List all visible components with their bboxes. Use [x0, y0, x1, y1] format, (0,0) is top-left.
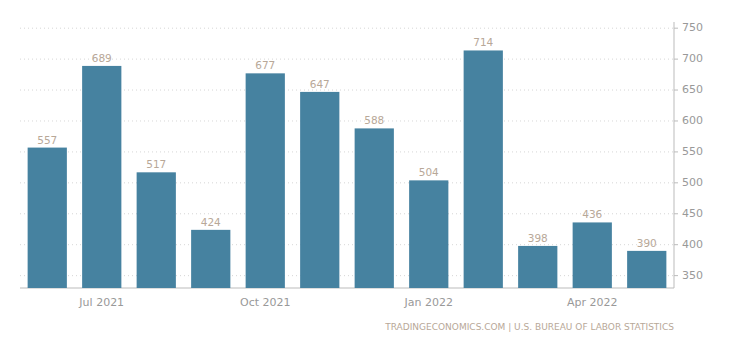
bars [28, 50, 667, 288]
y-tick-label: 450 [682, 207, 703, 220]
data-label: 398 [528, 232, 548, 244]
y-tick [674, 120, 678, 121]
x-tick-label: Jul 2021 [78, 296, 124, 309]
y-tick-label: 550 [682, 145, 703, 158]
y-tick [674, 28, 678, 29]
bar [518, 246, 557, 288]
bar [82, 66, 121, 288]
x-tick-label: Jan 2022 [404, 296, 453, 309]
watermark: TRADINGECONOMICS.COM | U.S. BUREAU OF LA… [384, 322, 674, 332]
bar [28, 148, 67, 288]
bar [246, 73, 285, 288]
data-label: 588 [364, 114, 384, 126]
y-tick-label: 750 [682, 21, 703, 34]
data-label: 504 [419, 166, 439, 178]
y-tick-label: 650 [682, 83, 703, 96]
y-tick-label: 400 [682, 238, 703, 251]
y-tick [674, 151, 678, 152]
data-label: 714 [473, 36, 493, 48]
data-label: 424 [201, 216, 221, 228]
y-tick [674, 244, 678, 245]
y-tick-label: 600 [682, 114, 703, 127]
chart: 350 400 450 500 550 600 650 700 750 557 689 517 424 6… [0, 0, 730, 340]
y-tick-label: 700 [682, 52, 703, 65]
bar [627, 251, 666, 288]
y-tick-label: 350 [682, 269, 703, 282]
y-tick [674, 90, 678, 91]
bar [464, 50, 503, 288]
y-tick [674, 213, 678, 214]
bar [300, 92, 339, 288]
y-axis-line [674, 22, 675, 288]
data-label: 557 [37, 134, 57, 146]
x-tick-label: Oct 2021 [240, 296, 291, 309]
grid-line [20, 28, 674, 29]
y-axis: 350 400 450 500 550 600 650 700 750 [674, 21, 703, 281]
y-tick-label: 500 [682, 176, 703, 189]
y-tick [674, 59, 678, 60]
chart-container: 350 400 450 500 550 600 650 700 750 557 689 517 424 6… [0, 0, 730, 340]
data-label: 677 [255, 59, 275, 71]
bar [409, 180, 448, 288]
data-label: 436 [582, 208, 602, 220]
x-tick-label: Apr 2022 [567, 296, 618, 309]
y-tick [674, 182, 678, 183]
grid-line [20, 59, 674, 60]
data-label: 689 [92, 52, 112, 64]
bar [355, 128, 394, 288]
data-labels: 557 689 517 424 677 647 588 504 714 398 436 390 [37, 36, 657, 248]
x-axis: Jul 2021 Oct 2021 Jan 2022 Apr 2022 [78, 296, 617, 309]
bar [191, 230, 230, 288]
bar [137, 172, 176, 288]
y-tick [674, 275, 678, 276]
data-label: 390 [637, 237, 657, 249]
bar [573, 222, 612, 288]
data-label: 517 [146, 158, 166, 170]
data-label: 647 [310, 78, 330, 90]
